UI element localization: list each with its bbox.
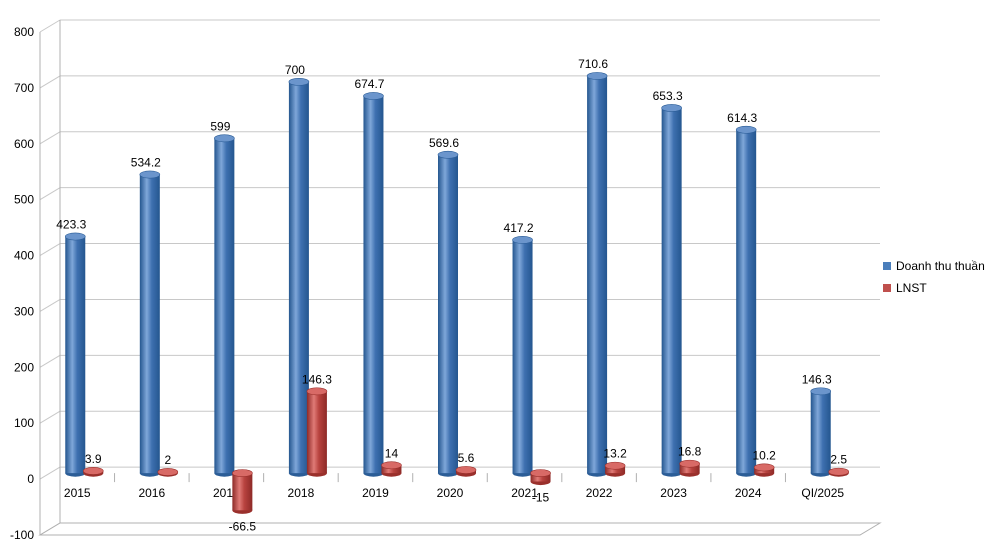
bar-revenue-top xyxy=(437,150,459,159)
data-label-profit: -66.5 xyxy=(229,519,257,533)
x-tick-label: QI/2025 xyxy=(801,486,844,500)
y-tick-label: 600 xyxy=(14,137,34,151)
bar-revenue xyxy=(363,96,384,474)
bar-profit-top xyxy=(828,467,850,476)
y-tick-label: -100 xyxy=(10,528,34,542)
data-label-revenue: 700 xyxy=(285,63,305,77)
gridline-side xyxy=(39,187,61,201)
data-label-profit: 10.2 xyxy=(753,448,777,462)
y-tick-label: 400 xyxy=(14,249,34,263)
data-label-profit: 146.3 xyxy=(302,372,332,386)
data-label-revenue: 614.3 xyxy=(727,111,757,125)
legend: Doanh thu thuần LNST xyxy=(883,255,985,299)
bar-profit xyxy=(679,463,700,474)
gridline-side xyxy=(39,131,61,145)
bar-revenue-top xyxy=(661,104,682,112)
bar-revenue xyxy=(661,107,682,474)
y-tick-label: 0 xyxy=(27,472,34,486)
bar-revenue-top xyxy=(735,125,757,134)
x-tick-label: 2021 xyxy=(511,486,538,500)
legend-label-profit: LNST xyxy=(896,281,927,295)
bar-profit-top xyxy=(679,459,700,468)
bar-revenue xyxy=(810,391,831,474)
data-label-revenue: 710.6 xyxy=(578,57,608,71)
bar-profit-top xyxy=(604,461,626,470)
x-tick-label: 2019 xyxy=(362,486,389,500)
data-label-revenue: 569.6 xyxy=(429,136,459,150)
bar-profit-top xyxy=(455,466,477,474)
gridline-side xyxy=(39,299,61,312)
bar-revenue xyxy=(736,129,757,474)
data-label-revenue: 674.7 xyxy=(354,77,384,91)
bar-profit-top xyxy=(157,468,179,476)
y-tick-label: 800 xyxy=(14,25,34,39)
x-tick-label: 2015 xyxy=(64,486,91,500)
legend-label-revenue: Doanh thu thuần xyxy=(896,259,985,273)
bar-profit-top xyxy=(530,469,551,478)
data-label-profit: -15 xyxy=(532,490,550,504)
bar-revenue-top xyxy=(288,77,310,86)
legend-item-profit: LNST xyxy=(883,277,985,299)
data-label-revenue: 146.3 xyxy=(802,372,832,386)
bar-revenue xyxy=(512,239,533,474)
gridline-side xyxy=(39,410,61,424)
data-label-profit: 13.2 xyxy=(603,447,627,461)
bar-profit-top xyxy=(381,461,402,470)
y-tick-label: 700 xyxy=(14,81,34,95)
x-tick-label: 2020 xyxy=(437,486,464,500)
bar-revenue xyxy=(587,75,608,474)
legend-item-revenue: Doanh thu thuần xyxy=(883,255,985,277)
bar-revenue xyxy=(214,138,235,474)
x-tick-label: 2016 xyxy=(138,486,165,500)
bar-revenue-top xyxy=(363,92,384,100)
bar-revenue-top xyxy=(586,72,608,80)
bar-revenue-top xyxy=(810,387,832,396)
gridline-side xyxy=(39,354,61,368)
bar-profit xyxy=(306,391,327,474)
bar-profit-top xyxy=(232,469,253,478)
gridline-side xyxy=(39,19,61,33)
data-label-profit: 2.5 xyxy=(830,453,847,467)
bar-revenue xyxy=(288,81,309,474)
y-tick-label: 200 xyxy=(14,360,34,374)
data-label-profit: 14 xyxy=(385,446,399,460)
bar-revenue-top xyxy=(139,170,161,179)
legend-swatch-profit xyxy=(883,284,891,292)
bar-profit-top xyxy=(306,387,328,396)
legend-swatch-revenue xyxy=(883,262,891,270)
bar-profit xyxy=(381,465,402,474)
gridline-side xyxy=(39,75,61,89)
y-tick-label: 300 xyxy=(14,304,34,318)
x-tick-label: 2018 xyxy=(288,486,315,500)
bar-profit-top xyxy=(82,467,104,475)
bar-profit xyxy=(530,473,551,482)
data-label-revenue: 534.2 xyxy=(131,156,161,170)
data-label-profit: 3.9 xyxy=(85,452,102,466)
data-label-revenue: 417.2 xyxy=(504,221,534,235)
data-label-profit: 5.6 xyxy=(458,451,475,465)
bar-profit xyxy=(232,473,253,511)
bar-revenue xyxy=(438,154,458,474)
gridline-side xyxy=(39,466,61,480)
data-label-revenue: 423.3 xyxy=(56,218,86,232)
bar-revenue-top xyxy=(214,134,235,143)
bar-revenue xyxy=(139,174,160,474)
data-label-profit: 2 xyxy=(164,453,171,467)
data-label-revenue: 599 xyxy=(210,119,230,133)
y-tick-label: 500 xyxy=(14,193,34,207)
data-label-revenue: 653.3 xyxy=(653,89,683,103)
bar-revenue-top xyxy=(512,236,533,244)
y-tick-label: 100 xyxy=(14,416,34,430)
x-tick-label: 2024 xyxy=(735,486,762,500)
bar-revenue xyxy=(65,236,86,474)
x-tick-label: 2023 xyxy=(660,486,687,500)
gridline-side xyxy=(39,243,61,256)
data-label-profit: 16.8 xyxy=(678,445,702,459)
bar-revenue-top xyxy=(64,232,86,241)
x-tick-label: 2022 xyxy=(586,486,613,500)
floor xyxy=(38,522,882,536)
bar-profit-top xyxy=(753,463,775,472)
